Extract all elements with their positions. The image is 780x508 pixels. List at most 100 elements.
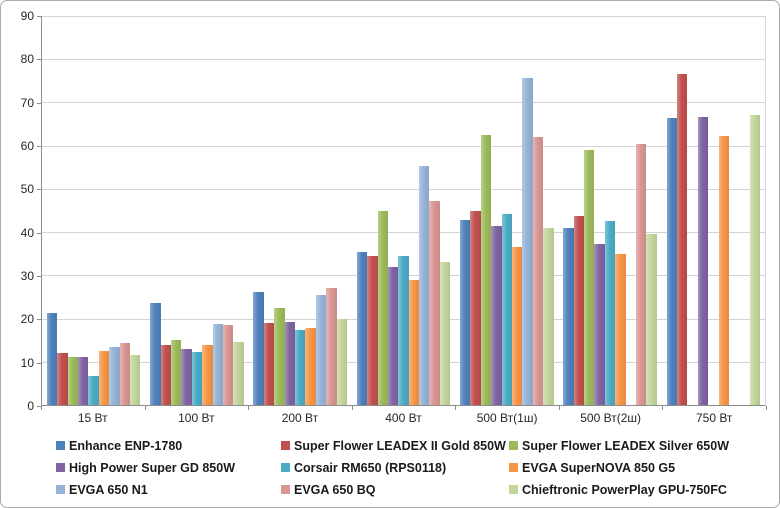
legend-swatch-icon	[509, 485, 518, 494]
x-axis-label: 200 Вт	[281, 411, 319, 425]
bar-slot	[739, 16, 749, 405]
bar	[573, 216, 585, 405]
legend-item: Chieftronic PowerPlay GPU-750FC	[509, 481, 769, 498]
bar	[212, 323, 223, 405]
bar-slot	[326, 16, 337, 405]
bar-slot	[594, 16, 605, 405]
legend-label: EVGA 650 BQ	[294, 482, 376, 497]
bar-slot	[398, 16, 409, 405]
x-tick-mark	[662, 406, 664, 410]
bar-slot	[543, 16, 554, 405]
bar	[202, 345, 213, 405]
bar	[543, 227, 554, 405]
bar	[563, 227, 574, 405]
bar-group	[249, 16, 352, 405]
bar	[377, 210, 388, 405]
bar-slot	[666, 16, 677, 405]
bar	[676, 73, 688, 405]
x-tick-mark	[41, 406, 42, 410]
bar-slot	[636, 16, 647, 405]
legend-item: Super Flower LEADEX Silver 650W	[509, 437, 769, 454]
x-tick-mark	[351, 406, 353, 410]
y-tick-label: 50	[20, 182, 34, 197]
bar	[253, 292, 264, 405]
y-tick-label: 0	[27, 399, 34, 413]
legend-label: Enhance ENP-1780	[69, 438, 183, 453]
bar	[408, 280, 420, 405]
bar-slot	[408, 16, 420, 405]
bar-slot	[46, 16, 58, 405]
bar	[470, 210, 481, 405]
bar	[222, 325, 234, 405]
bar	[88, 376, 99, 405]
x-axis-label: 100 Вт	[178, 411, 215, 425]
bar	[326, 288, 337, 405]
bar	[718, 135, 729, 405]
plot-area	[41, 16, 766, 406]
gridline	[42, 232, 765, 234]
y-tick-label: 30	[20, 269, 34, 283]
bar	[646, 233, 657, 405]
bar	[170, 340, 182, 405]
y-tick-label: 20	[20, 312, 34, 327]
bar-slot	[57, 16, 68, 405]
legend-label: Chieftronic PowerPlay GPU-750FC	[522, 482, 727, 497]
bar-slot	[191, 16, 203, 405]
y-tick-label: 60	[20, 139, 34, 153]
bar	[109, 347, 120, 405]
bar-slot	[387, 16, 399, 405]
y-tick-label: 90	[20, 9, 34, 23]
bar-slot	[150, 16, 161, 405]
y-tick-mark	[37, 16, 41, 17]
bar-slot	[98, 16, 110, 405]
legend-label: High Power Super GD 850W	[69, 460, 236, 475]
x-axis-label: 400 Вт	[385, 411, 422, 425]
bar-slot	[160, 16, 171, 405]
y-tick-mark	[37, 59, 41, 61]
bar-slot	[263, 16, 275, 405]
legend-swatch-icon	[509, 463, 518, 472]
bar-slot	[202, 16, 213, 405]
bar	[160, 344, 171, 405]
bar-slot	[676, 16, 688, 405]
bar	[697, 117, 709, 405]
bar	[315, 295, 327, 405]
legend-label: Super Flower LEADEX Silver 650W	[522, 438, 730, 453]
legend-swatch-icon	[56, 463, 65, 472]
bar	[387, 267, 399, 405]
bar-slot	[749, 16, 761, 405]
y-tick-mark	[37, 362, 41, 364]
x-axis-label: 15 Вт	[77, 411, 108, 425]
bar-slot	[646, 16, 657, 405]
bar-slot	[377, 16, 388, 405]
x-tick-mark	[766, 406, 767, 410]
bar-group	[145, 16, 248, 405]
bar	[150, 303, 161, 405]
legend-swatch-icon	[509, 441, 518, 450]
legend-item: EVGA SuperNOVA 850 G5	[509, 459, 769, 476]
bar-slot	[253, 16, 264, 405]
legend-item: EVGA 650 N1	[56, 481, 281, 498]
bar-slot	[305, 16, 316, 405]
bar	[284, 321, 295, 405]
bar-slot	[729, 16, 739, 405]
y-tick-mark	[37, 102, 41, 104]
legend-label: Corsair RM650 (RPS0118)	[294, 460, 447, 475]
bar-slot	[491, 16, 502, 405]
bar-slot	[615, 16, 626, 405]
bar	[511, 246, 523, 405]
y-tick-label: 80	[20, 52, 34, 67]
bar-slot	[274, 16, 285, 405]
bar	[356, 252, 368, 405]
gridline	[42, 102, 765, 104]
bar	[584, 150, 595, 405]
x-axis-label: 500 Вт(1ш)	[476, 411, 538, 425]
legend-label: EVGA 650 N1	[69, 482, 148, 497]
legend-swatch-icon	[56, 441, 65, 450]
bar	[295, 329, 306, 405]
bar	[263, 322, 275, 405]
bar-slot	[511, 16, 523, 405]
bar-slot	[573, 16, 585, 405]
bar	[480, 135, 492, 405]
bar	[336, 318, 347, 405]
